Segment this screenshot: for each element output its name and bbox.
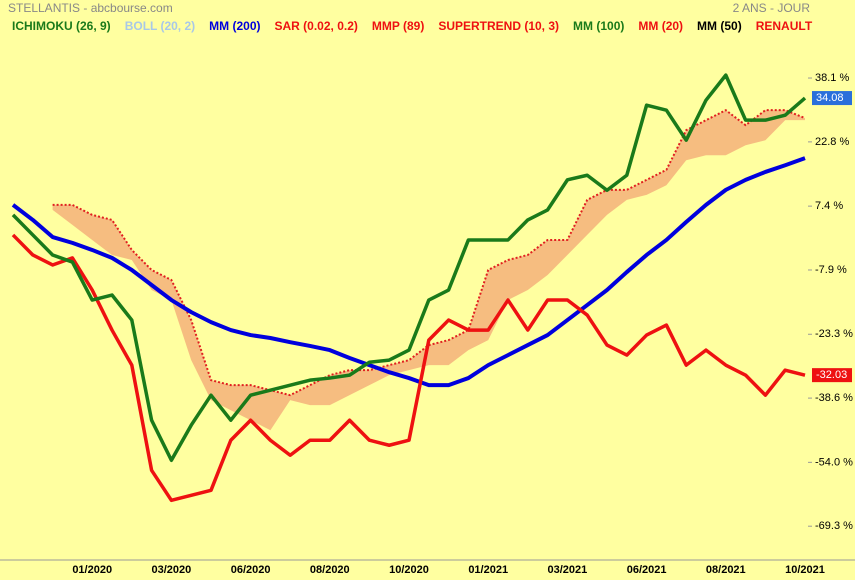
x-tick-label: 10/2020 [389, 564, 429, 576]
legend-entry: MM (200) [209, 19, 260, 33]
x-tick-label: 01/2021 [468, 564, 508, 576]
last-value-label: 34.08 [816, 92, 844, 104]
legend-entry: MM (100) [573, 19, 624, 33]
legend-entry: MM (20) [638, 19, 683, 33]
last-value-box [812, 91, 852, 106]
y-tick-label: -7.9 % [815, 264, 847, 276]
chart-title: STELLANTIS - abcbourse.com [8, 1, 173, 15]
legend-entry: MM (50) [697, 19, 742, 33]
y-tick-label: -69.3 % [815, 520, 853, 532]
y-tick-label: -54.0 % [815, 456, 853, 468]
price-line [11, 156, 806, 388]
x-tick-label: 03/2020 [152, 564, 192, 576]
y-tick-label: 7.4 % [815, 200, 843, 212]
x-tick-label: 10/2021 [785, 564, 825, 576]
x-tick-label: 06/2020 [231, 564, 271, 576]
y-tick-label: -38.6 % [815, 392, 853, 404]
x-tick-label: 08/2021 [706, 564, 746, 576]
x-tick-label: 08/2020 [310, 564, 350, 576]
legend-entry: ICHIMOKU (26, 9) [12, 19, 111, 33]
last-value-box [812, 368, 852, 383]
legend-entry: SAR (0.02, 0.2) [275, 19, 358, 33]
chart-subtitle: 2 ANS - JOUR [733, 1, 811, 15]
last-value-label: -32.03 [816, 369, 847, 381]
legend-entry: MMP (89) [372, 19, 424, 33]
x-tick-label: 06/2021 [627, 564, 667, 576]
legend-entry: RENAULT [756, 19, 813, 33]
price-line [11, 233, 806, 503]
x-tick-label: 01/2020 [72, 564, 112, 576]
y-tick-label: 22.8 % [815, 136, 849, 148]
y-tick-label: -23.3 % [815, 328, 853, 340]
price-line [11, 73, 807, 463]
legend-entry: BOLL (20, 2) [125, 19, 195, 33]
legend-entry: SUPERTREND (10, 3) [438, 19, 559, 33]
y-tick-label: 38.1 % [815, 72, 849, 84]
x-tick-label: 03/2021 [548, 564, 588, 576]
